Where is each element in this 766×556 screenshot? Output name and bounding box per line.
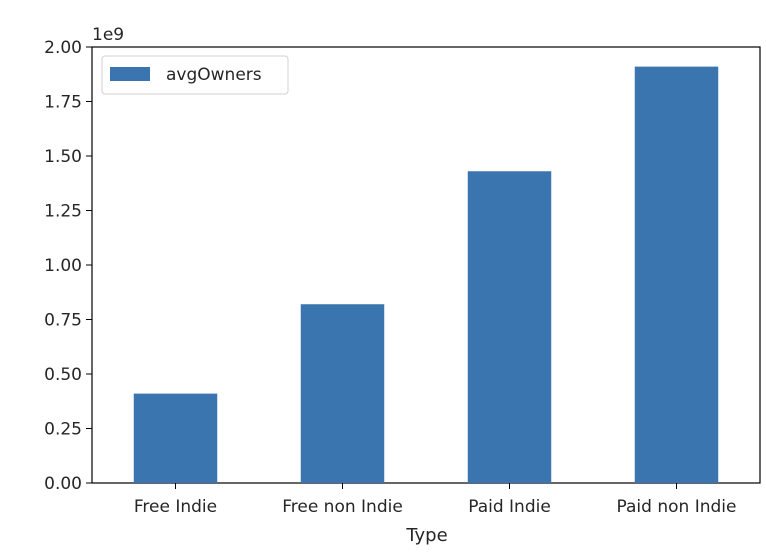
x-axis-label: Type <box>405 525 447 546</box>
x-tick-label: Free Indie <box>134 497 217 517</box>
y-tick-label: 1.25 <box>44 202 82 222</box>
legend-label: avgOwners <box>166 65 262 85</box>
bar-paid-non-indie <box>634 66 719 484</box>
x-tick-label: Paid Indie <box>468 497 551 517</box>
bar-free-indie <box>133 393 218 483</box>
y-tick-label: 1.00 <box>44 256 82 276</box>
x-tick-label: Paid non Indie <box>617 497 737 517</box>
y-tick-label: 2.00 <box>44 38 82 58</box>
bar-free-non-indie <box>300 304 385 483</box>
x-tick-label: Free non Indie <box>282 497 403 517</box>
y-axis: 0.00 0.25 0.50 0.75 1.00 1.25 1.50 1.75 2.00 <box>44 38 92 494</box>
y-tick-label: 1.75 <box>44 93 82 113</box>
bars-group <box>133 66 719 484</box>
legend-swatch <box>110 67 150 81</box>
legend-box <box>101 55 289 95</box>
bar-paid-indie <box>467 171 552 483</box>
legend: avgOwners <box>101 55 289 95</box>
y-tick-label: 1.50 <box>44 147 82 167</box>
y-tick-label: 0.75 <box>44 311 82 331</box>
y-tick-label: 0.50 <box>44 365 82 385</box>
y-tick-label: 0.25 <box>44 420 82 440</box>
x-axis: Free Indie Free non Indie Paid Indie Paid n… <box>134 483 737 517</box>
y-tick-label: 0.00 <box>44 474 82 494</box>
y-axis-offset-label: 1e9 <box>92 25 124 45</box>
